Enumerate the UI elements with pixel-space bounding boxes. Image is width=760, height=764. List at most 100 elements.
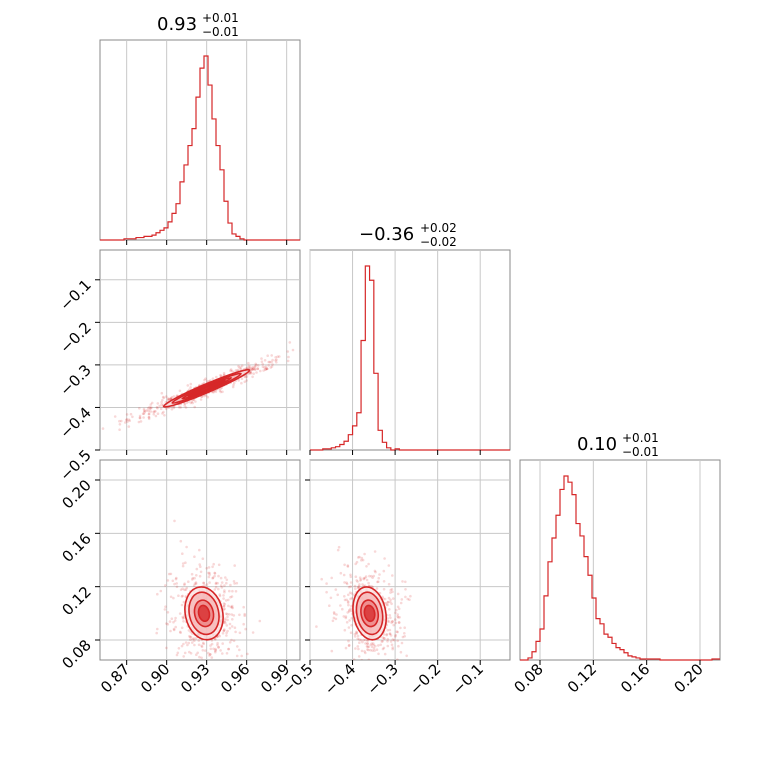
sample-point bbox=[238, 631, 242, 635]
sample-point bbox=[233, 626, 237, 629]
sample-point bbox=[299, 350, 300, 353]
sample-point bbox=[204, 394, 208, 397]
sample-point bbox=[349, 573, 352, 577]
sample-point bbox=[226, 629, 229, 633]
sample-point bbox=[334, 588, 338, 591]
sample-point bbox=[152, 412, 156, 416]
sample-point bbox=[118, 423, 122, 426]
sample-point bbox=[172, 406, 176, 410]
sample-point bbox=[403, 632, 406, 635]
sample-point bbox=[287, 355, 290, 359]
sample-point bbox=[253, 365, 256, 369]
sample-point bbox=[165, 395, 168, 398]
sample-point bbox=[203, 378, 206, 382]
sample-point bbox=[320, 577, 324, 581]
sample-point bbox=[357, 556, 360, 559]
sample-point bbox=[370, 574, 373, 578]
sample-point bbox=[182, 655, 185, 658]
panel-hist-param-2 bbox=[519, 459, 721, 661]
sample-point bbox=[233, 582, 236, 585]
sample-point bbox=[213, 588, 217, 591]
sample-point bbox=[230, 604, 234, 608]
sample-point bbox=[396, 658, 399, 660]
sample-point bbox=[270, 354, 274, 357]
sample-point bbox=[181, 617, 185, 620]
sample-point bbox=[163, 414, 166, 417]
sample-point bbox=[362, 668, 365, 671]
sample-point bbox=[178, 406, 181, 409]
title-param-0: 0.93 bbox=[157, 14, 197, 35]
sample-point bbox=[226, 618, 229, 622]
sample-point bbox=[152, 410, 155, 414]
sample-point bbox=[376, 580, 379, 584]
sample-point bbox=[186, 384, 190, 387]
sample-point bbox=[269, 366, 273, 369]
sample-point bbox=[185, 401, 189, 405]
sample-point bbox=[184, 561, 187, 564]
sample-point bbox=[181, 587, 184, 590]
sample-point bbox=[191, 578, 194, 581]
sample-point bbox=[225, 581, 228, 585]
sample-point bbox=[383, 597, 387, 601]
sample-point bbox=[379, 643, 383, 647]
sample-point bbox=[236, 645, 239, 648]
sample-point bbox=[94, 435, 97, 438]
sample-point bbox=[225, 652, 229, 655]
sample-point bbox=[345, 598, 349, 602]
sample-point bbox=[230, 595, 234, 598]
sample-point bbox=[240, 381, 243, 385]
sample-point bbox=[158, 404, 161, 408]
sample-point bbox=[222, 597, 225, 600]
sample-point bbox=[219, 374, 223, 378]
sample-point bbox=[275, 358, 278, 362]
sample-point bbox=[268, 360, 272, 364]
sample-point bbox=[367, 648, 370, 652]
sample-point bbox=[230, 606, 234, 609]
sample-point bbox=[166, 623, 170, 626]
sample-point bbox=[396, 613, 400, 616]
sample-point bbox=[181, 562, 185, 565]
sample-point bbox=[387, 620, 391, 623]
sample-point bbox=[156, 406, 159, 410]
x-tick-label: 0.12 bbox=[564, 660, 600, 696]
sample-point bbox=[371, 649, 374, 652]
sample-point bbox=[388, 632, 392, 636]
sample-point bbox=[237, 379, 240, 382]
sample-point bbox=[354, 562, 358, 566]
sample-point bbox=[174, 625, 177, 629]
sample-point bbox=[175, 653, 179, 657]
sample-point bbox=[210, 656, 214, 659]
sample-point bbox=[224, 621, 227, 625]
sample-point bbox=[387, 582, 391, 586]
sample-point bbox=[347, 585, 351, 589]
sample-point bbox=[370, 642, 374, 645]
sample-point bbox=[394, 635, 397, 638]
sample-point bbox=[366, 642, 369, 645]
sample-point bbox=[184, 595, 188, 598]
sample-point bbox=[359, 578, 363, 581]
sample-point bbox=[129, 412, 133, 416]
sample-point bbox=[172, 628, 176, 632]
sample-point bbox=[200, 656, 203, 660]
sample-point bbox=[223, 603, 227, 606]
sample-point bbox=[229, 368, 233, 371]
sample-point bbox=[220, 586, 224, 589]
sample-point bbox=[374, 644, 377, 648]
sample-point bbox=[191, 576, 195, 580]
sample-point bbox=[219, 387, 222, 391]
sample-point bbox=[361, 583, 364, 586]
sample-point bbox=[214, 648, 218, 652]
sample-point bbox=[205, 583, 209, 586]
sample-point bbox=[223, 589, 226, 592]
sample-point bbox=[204, 649, 207, 652]
sample-point bbox=[223, 373, 226, 377]
sample-point bbox=[370, 645, 374, 649]
sample-point bbox=[118, 428, 121, 432]
sample-point bbox=[386, 600, 390, 604]
sample-point bbox=[264, 365, 268, 369]
sample-point bbox=[359, 638, 363, 642]
sample-point bbox=[221, 642, 224, 645]
sample-point bbox=[177, 594, 180, 597]
sample-point bbox=[166, 579, 170, 582]
sample-point bbox=[347, 603, 350, 607]
